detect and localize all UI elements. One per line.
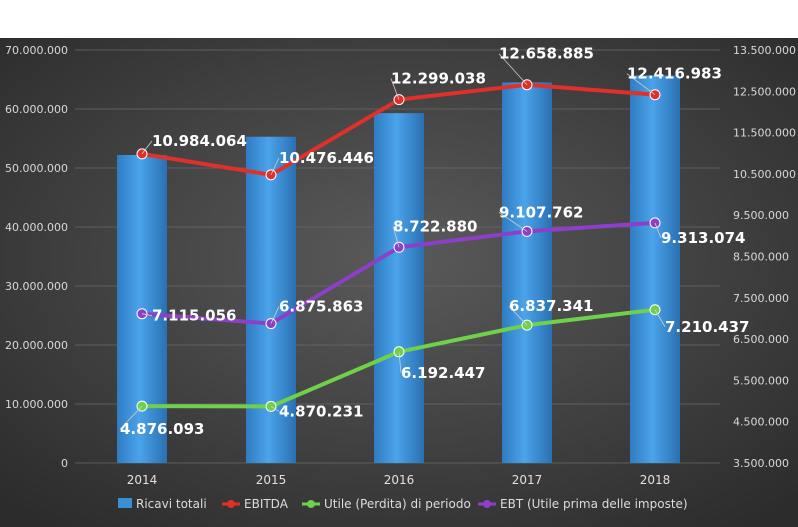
y-right-tick: 8.500.000 [733,251,789,264]
data-label-1-0: 4.876.093 [120,420,204,438]
bar-2018 [630,75,680,464]
y-left-tick: 30.000.000 [5,280,68,293]
data-labels: 10.984.064 10.476.446 12.299.038 12.658.885… [119,45,749,438]
y-right-tick: 13.500.000 [733,44,796,57]
y-left-tick: 70.000.000 [5,44,68,57]
data-label-0-1: 10.476.446 [279,149,374,167]
x-tick-2015: 2015 [256,473,287,487]
data-label-0-2: 12.299.038 [391,70,486,88]
leader-line [270,406,280,412]
x-axis-ticks: 2014 2015 2016 2017 2018 [127,473,671,487]
y-right-tick: 11.500.000 [733,127,796,140]
legend-label-0: Ricavi totali [136,497,207,511]
y-left-tick: 10.000.000 [5,398,68,411]
data-label-1-4: 7.210.437 [665,318,749,336]
leader-line [654,222,662,239]
leader-line [654,309,666,327]
leader-line [392,226,400,248]
leader-line [270,157,280,176]
x-tick-2016: 2016 [384,473,415,487]
leader-line [141,313,153,317]
data-label-2-4: 9.313.074 [661,229,745,247]
y-right-tick: 12.500.000 [733,85,796,98]
data-label-1-2: 6.192.447 [401,364,485,382]
legend-label-3: EBT (Utile prima delle imposte) [500,497,688,511]
leader-line [626,73,656,96]
y-left-tick: 60.000.000 [5,103,68,116]
y-right-tick: 3.500.000 [733,457,789,470]
y-right-tick: 5.500.000 [733,374,789,387]
data-label-0-4: 12.416.983 [627,65,722,83]
data-label-2-2: 8.722.880 [393,217,477,235]
y-right-tick: 7.500.000 [733,292,789,305]
data-label-2-1: 6.875.863 [279,298,363,316]
legend-marker-1 [227,500,235,508]
y-axis-right: 3.500.000 4.500.000 5.500.000 6.500.000 7.50… [733,44,796,470]
leader-line [398,351,402,373]
x-tick-2018: 2018 [640,473,671,487]
data-label-0-0: 10.984.064 [152,132,247,150]
leader-line [508,305,528,326]
bar-2016 [374,113,424,463]
bar-2017 [502,82,552,463]
y-right-tick: 4.500.000 [733,416,789,429]
y-axis-left: 0 10.000.000 20.000.000 30.000.000 40.000.00… [5,44,68,470]
y-left-tick: 40.000.000 [5,221,68,234]
data-label-1-1: 4.870.231 [279,402,363,420]
data-label-0-3: 12.658.885 [499,45,594,63]
legend: Ricavi totali EBITDA Utile (Perdita) di pe… [118,497,688,511]
data-label-2-0: 7.115.056 [152,307,236,325]
legend-marker-2 [307,500,315,508]
y-left-tick: 0 [61,457,68,470]
leader-line [498,53,528,86]
legend-marker-3 [483,500,491,508]
leader-line [270,306,280,324]
x-tick-2017: 2017 [512,473,543,487]
leader-line [119,405,143,430]
x-tick-2014: 2014 [127,473,158,487]
legend-label-2: Utile (Perdita) di periodo [324,497,471,511]
leader-line [498,212,528,232]
y-right-tick: 6.500.000 [733,333,789,346]
legend-swatch-0 [118,498,132,508]
y-left-tick: 50.000.000 [5,162,68,175]
data-label-2-3: 9.107.762 [499,203,583,221]
leader-line [390,78,400,100]
y-right-tick: 10.500.000 [733,168,796,181]
y-right-tick: 9.500.000 [733,209,789,222]
data-label-1-3: 6.837.341 [509,297,593,315]
y-left-tick: 20.000.000 [5,339,68,352]
legend-label-1: EBITDA [244,497,289,511]
leader-line [141,140,153,155]
